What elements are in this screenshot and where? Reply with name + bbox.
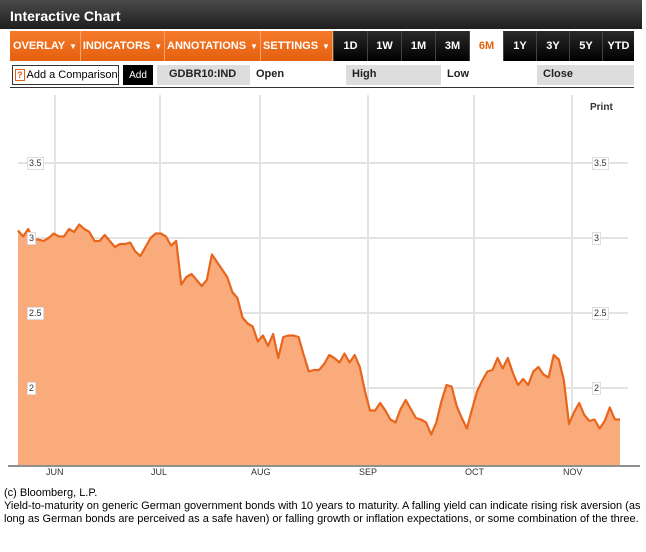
x-tick-label: SEP [359,467,378,477]
x-tick-label: NOV [563,467,583,477]
high-field: High [346,65,441,85]
low-field: Low [447,68,469,80]
range-3m-button[interactable]: 3M [435,31,469,61]
comparison-placeholder: Add a Comparison [26,69,118,81]
range-1y-button[interactable]: 1Y [503,31,536,61]
range-ytd-button[interactable]: YTD [602,31,634,61]
left-y-tick-label: 3.5 [27,157,44,170]
quote-info-row: ? Add a Comparison Add GDBR10:IND Open Hi… [10,64,634,88]
range-1d-button[interactable]: 1D [333,31,367,61]
range-6m-button[interactable]: 6M [469,31,503,61]
print-link[interactable]: Print [590,102,613,113]
range-3y-button[interactable]: 3Y [536,31,569,61]
settings-menu[interactable]: SETTINGS ▼ [261,31,333,61]
chevron-down-icon: ▼ [250,41,258,51]
overlay-label: OVERLAY [12,40,66,52]
open-field: Open [256,68,285,80]
overlay-menu[interactable]: OVERLAY ▼ [10,31,81,61]
chart-notes: (c) Bloomberg, L.P. Yield-to-maturity on… [4,487,644,526]
chart-toolbar: OVERLAY ▼ INDICATORS ▼ ANNOTATIONS ▼ SETTIN… [10,31,634,61]
description-text: Yield-to-maturity on generic German gove… [4,500,641,525]
left-y-tick-label: 2 [27,382,37,395]
right-y-tick-label: 3.5 [592,157,609,170]
ticker-field: GDBR10:IND [157,65,250,85]
chevron-down-icon: ▼ [69,41,78,51]
right-y-tick-label: 2.5 [592,307,609,320]
annotations-label: ANNOTATIONS [167,40,247,52]
range-1m-button[interactable]: 1M [401,31,435,61]
indicators-menu[interactable]: INDICATORS ▼ [81,31,165,61]
chevron-down-icon: ▼ [154,41,163,51]
left-y-tick-label: 2.5 [27,307,44,320]
close-field: Close [537,65,634,85]
annotations-menu[interactable]: ANNOTATIONS ▼ [165,31,261,61]
x-tick-label: JUN [46,467,64,477]
copyright-text: (c) Bloomberg, L.P. [4,487,98,499]
range-1w-button[interactable]: 1W [367,31,401,61]
help-icon[interactable]: ? [15,69,25,81]
comparison-input[interactable]: ? Add a Comparison [12,65,119,85]
x-tick-label: OCT [465,467,484,477]
right-y-tick-label: 3 [592,232,602,245]
range-5y-button[interactable]: 5Y [569,31,602,61]
left-y-tick-label: 3 [27,232,37,245]
add-comparison-button[interactable]: Add [123,65,153,85]
x-tick-label: AUG [251,467,271,477]
x-tick-label: JUL [151,467,168,477]
chevron-down-icon: ▼ [322,41,330,51]
indicators-label: INDICATORS [82,40,151,52]
settings-label: SETTINGS [263,40,319,52]
right-y-tick-label: 2 [592,382,602,395]
window-title: Interactive Chart [0,0,642,29]
